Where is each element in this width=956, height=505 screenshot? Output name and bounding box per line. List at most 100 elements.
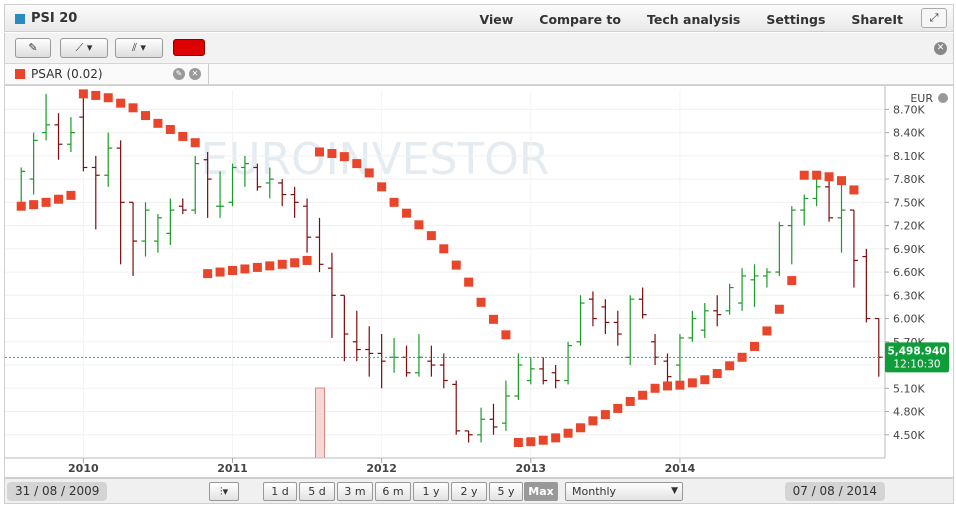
psar-point xyxy=(265,261,275,271)
trend-tool-button[interactable]: ⫽ ▾ xyxy=(115,38,163,58)
psar-point xyxy=(389,197,399,207)
volume-bar xyxy=(315,387,325,459)
ohlc-bar xyxy=(837,182,846,253)
ohlc-bar xyxy=(439,353,448,389)
menu-settings[interactable]: Settings xyxy=(766,12,826,27)
psar-point xyxy=(178,131,188,141)
psar-point xyxy=(712,369,722,379)
remove-indicator-icon[interactable]: ✕ xyxy=(189,68,201,80)
price-chart[interactable]: EUROINVESTOR EUR 4.50K4.80K5.10K5.40K5.7… xyxy=(5,86,953,477)
psar-point xyxy=(153,118,163,128)
chart-type-button[interactable]: ⫶▾ xyxy=(209,482,239,501)
expand-icon[interactable]: ⤢ xyxy=(921,8,947,28)
interval-select[interactable]: Monthly ▼ xyxy=(565,482,683,501)
psar-point xyxy=(364,168,374,178)
psar-point xyxy=(339,152,349,162)
psar-point xyxy=(551,433,561,443)
range-3m[interactable]: 3 m xyxy=(337,482,373,501)
ohlc-bar xyxy=(800,194,809,226)
ohlc-bar xyxy=(253,163,262,191)
ohlc-bar xyxy=(775,221,784,276)
psar-point xyxy=(799,170,809,180)
last-price-badge: 5,498.940 12:10:30 xyxy=(885,342,949,373)
chart-area[interactable]: EUROINVESTOR EUR 4.50K4.80K5.10K5.40K5.7… xyxy=(4,85,954,478)
psar-point xyxy=(476,297,486,307)
psar-point xyxy=(787,276,797,286)
range-1y[interactable]: 1 y xyxy=(413,482,449,501)
ohlc-bar xyxy=(725,283,734,315)
pen-tool-button[interactable]: ✎ xyxy=(15,38,51,58)
ohlc-bar xyxy=(464,430,473,443)
range-2y[interactable]: 2 y xyxy=(451,482,487,501)
psar-point xyxy=(700,375,710,385)
psar-point xyxy=(812,170,822,180)
range-1d[interactable]: 1 d xyxy=(263,482,297,501)
chevron-down-icon: ▼ xyxy=(671,486,678,496)
ohlc-bar xyxy=(141,202,150,257)
ohlc-bar xyxy=(278,179,287,207)
psar-point xyxy=(538,435,548,445)
psar-point xyxy=(526,437,536,447)
psar-point xyxy=(849,185,859,195)
psar-point xyxy=(215,267,225,277)
ohlc-bar xyxy=(327,252,336,338)
ohlc-bar xyxy=(564,341,573,385)
ohlc-bar xyxy=(738,268,747,311)
psar-point xyxy=(240,264,250,274)
color-picker-button[interactable] xyxy=(173,39,205,56)
psar-point xyxy=(352,159,362,169)
menu-shareit[interactable]: ShareIt xyxy=(851,12,903,27)
menu-view[interactable]: View xyxy=(479,12,514,27)
psar-point xyxy=(750,341,759,351)
psar-point xyxy=(638,390,648,400)
ohlc-bar xyxy=(178,198,187,214)
indicator-label: PSAR (0.02) xyxy=(31,67,103,81)
menu-tech-analysis[interactable]: Tech analysis xyxy=(647,12,741,27)
x-tick-label: 2013 xyxy=(515,462,546,475)
pen-icon: ✎ xyxy=(28,41,38,54)
psar-point xyxy=(290,258,300,268)
x-tick-label: 2012 xyxy=(366,462,397,475)
x-tick-label: 2010 xyxy=(68,462,99,475)
ohlc-bar xyxy=(862,248,871,323)
end-date[interactable]: 07 / 08 / 2014 xyxy=(784,482,885,501)
ohlc-bar xyxy=(104,132,113,187)
y-tick-label: 8.10K xyxy=(893,150,925,163)
y-tick-label: 6.90K xyxy=(893,243,925,256)
ohlc-bar xyxy=(514,353,523,400)
currency-wrench-icon[interactable] xyxy=(938,93,948,103)
psar-point xyxy=(252,262,262,272)
ohlc-bar xyxy=(613,310,622,346)
wrench-icon[interactable]: ✎ xyxy=(173,68,185,80)
close-icon[interactable]: ✕ xyxy=(934,42,947,55)
menu-compare-to[interactable]: Compare to xyxy=(539,12,621,27)
psar-point xyxy=(588,416,598,426)
range-max[interactable]: Max xyxy=(524,482,558,501)
psar-point xyxy=(66,190,76,200)
ohlc-bar xyxy=(377,334,386,389)
psar-point xyxy=(762,326,772,336)
psar-point xyxy=(426,231,436,241)
psar-point xyxy=(650,383,660,393)
psar-point xyxy=(103,93,113,103)
ohlc-bar xyxy=(626,295,635,366)
psar-point xyxy=(402,208,411,218)
ohlc-bar xyxy=(390,337,399,373)
start-date[interactable]: 31 / 08 / 2009 xyxy=(7,482,108,501)
psar-point xyxy=(613,403,623,413)
last-price-time: 12:10:30 xyxy=(893,358,940,370)
y-tick-label: 4.80K xyxy=(893,406,925,419)
ohlc-bar xyxy=(91,155,100,230)
range-5d[interactable]: 5 d xyxy=(299,482,335,501)
range-5y[interactable]: 5 y xyxy=(489,482,523,501)
psar-point xyxy=(774,304,784,314)
psar-point xyxy=(41,197,51,207)
line-tool-button[interactable]: ⟋ ▾ xyxy=(60,38,108,58)
psar-point xyxy=(625,396,635,406)
ohlc-bar xyxy=(489,403,498,435)
ohlc-bar xyxy=(750,264,759,307)
ohlc-bar xyxy=(576,295,585,346)
range-6m[interactable]: 6 m xyxy=(375,482,411,501)
ohlc-bar xyxy=(588,291,597,327)
psar-point xyxy=(128,103,138,113)
